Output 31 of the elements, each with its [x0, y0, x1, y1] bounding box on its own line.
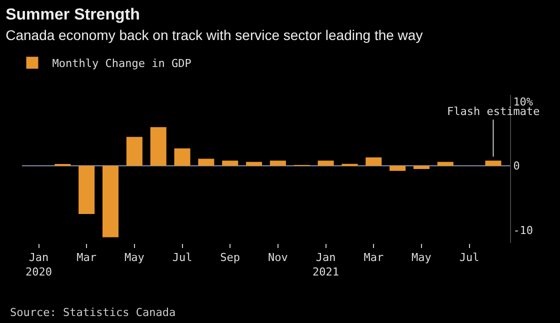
bar [150, 127, 166, 166]
x-tick-label: Sep [220, 251, 240, 264]
bar [246, 162, 262, 166]
x-tick-label: May [124, 251, 145, 264]
chart-subtitle: Canada economy back on track with service sector leading the way [6, 27, 423, 44]
bar [318, 160, 334, 166]
x-tick-label: Jul [459, 251, 480, 264]
bar [174, 148, 190, 166]
source-note: Source: Statistics Canada [10, 306, 176, 319]
x-tick-label: Nov [268, 251, 288, 264]
bar [437, 162, 454, 166]
bar [198, 158, 214, 166]
x-tick-label: Mar [76, 251, 97, 264]
bar [78, 166, 95, 214]
bar [485, 160, 502, 166]
x-tick-label: Mar [364, 251, 384, 264]
x-tick-label: May [412, 251, 432, 264]
bar [126, 136, 142, 166]
bar [366, 157, 382, 166]
x-tick-label: Jan 2020 [26, 251, 52, 278]
bar [222, 160, 238, 166]
bar [390, 166, 406, 171]
y-tick-label: -10 [513, 224, 534, 237]
y-tick-label: 0 [513, 160, 520, 173]
bar [102, 166, 119, 238]
x-tick-label: Jul [172, 251, 192, 264]
bar [270, 160, 286, 166]
x-tick-label: Jan 2021 [312, 251, 340, 278]
bar [413, 166, 430, 169]
legend-label: Monthly Change in GDP [52, 57, 192, 70]
chart-title: Summer Strength [6, 6, 140, 24]
